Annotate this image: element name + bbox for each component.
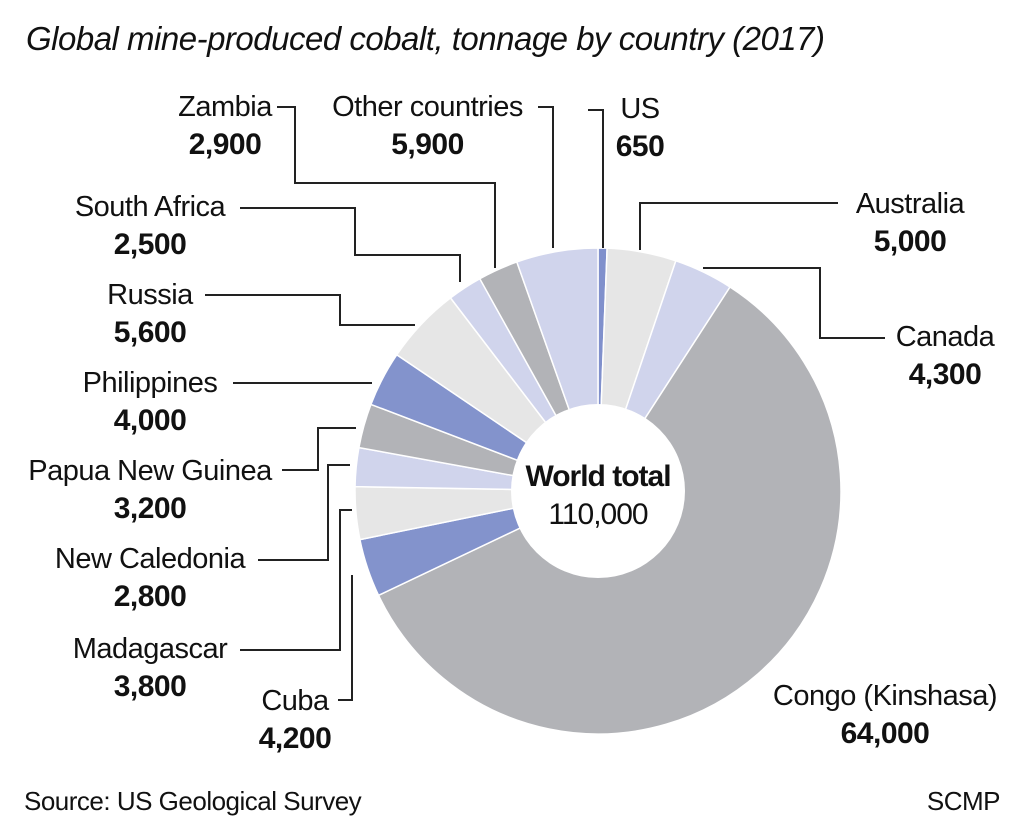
- leader-other: [538, 106, 554, 248]
- center-label: World total 110,000: [498, 458, 698, 534]
- label-russia: Russia 5,600: [107, 279, 193, 349]
- credit: SCMP: [926, 786, 1001, 816]
- leader-australia: [639, 202, 838, 250]
- leader-new-caledonia: [258, 464, 350, 561]
- label-zambia: Zambia 2,900: [178, 91, 272, 161]
- leader-madagascar: [240, 509, 352, 651]
- leader-canada: [703, 267, 885, 339]
- leader-cuba: [338, 575, 353, 701]
- leader-south-africa: [240, 207, 461, 282]
- world-total-value: 110,000: [548, 498, 648, 531]
- label-cuba: Cuba 4,200: [258, 685, 332, 755]
- label-madagascar: Madagascar 3,800: [72, 633, 228, 703]
- label-congo: Congo (Kinshasa) 64,000: [772, 680, 998, 750]
- label-south-africa: South Africa 2,500: [74, 191, 226, 261]
- leader-png: [282, 427, 356, 471]
- leader-lines: [205, 106, 885, 701]
- label-us: US 650: [615, 93, 665, 163]
- label-canada: Canada 4,300: [895, 321, 995, 391]
- leader-russia: [205, 294, 415, 326]
- leader-zambia: [277, 106, 496, 268]
- chart-title: Global mine-produced cobalt, tonnage by …: [26, 20, 825, 57]
- label-new-caledonia: New Caledonia 2,800: [54, 543, 246, 613]
- label-png: Papua New Guinea 3,200: [28, 455, 272, 525]
- leader-us: [588, 109, 604, 248]
- label-philippines: Philippines 4,000: [82, 367, 218, 437]
- label-australia: Australia 5,000: [855, 188, 965, 258]
- label-other: Other countries 5,900: [332, 91, 523, 161]
- source-note: Source: US Geological Survey: [24, 786, 362, 816]
- world-total-label: World total: [525, 460, 671, 493]
- donut-hole: [511, 404, 685, 578]
